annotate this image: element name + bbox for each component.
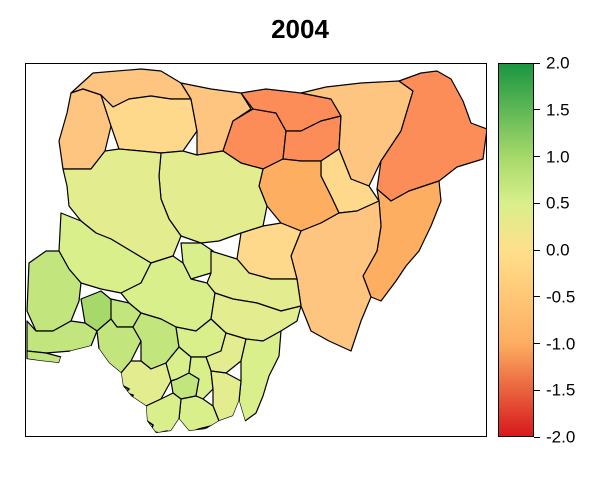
colorbar-tick [534, 109, 540, 111]
colorbar-tick-label: 0.0 [546, 240, 570, 260]
ocean-area [26, 346, 251, 436]
state-region [238, 330, 282, 422]
colorbar-tick-label: 1.0 [546, 147, 570, 166]
colorbar-tick-label: 0.5 [546, 193, 570, 213]
colorbar-tick-label: -0.5 [546, 287, 576, 307]
map-title: 2004 [271, 14, 329, 44]
colorbar-tick-label: -1.5 [546, 380, 576, 400]
colorbar [498, 63, 534, 437]
colorbar-tick [534, 343, 540, 344]
colorbar-tick [534, 62, 540, 64]
state-region [26, 250, 82, 332]
colorbar-tick [534, 202, 540, 204]
colorbar-tick-label: -2.0 [546, 427, 576, 447]
map-panel [25, 63, 487, 437]
colorbar-tick [534, 156, 540, 157]
state-region [376, 70, 486, 202]
colorbar-tick [534, 389, 540, 391]
colorbar-tick-label: 2.0 [546, 53, 570, 73]
colorbar-tick-label: 1.5 [546, 100, 570, 120]
colorbar-tick-label: -1.0 [546, 334, 576, 353]
colorbar-tick [534, 249, 540, 251]
colorbar-tick [534, 296, 540, 298]
colorbar-tick [534, 436, 540, 438]
nigeria-choropleth-map [26, 68, 486, 436]
